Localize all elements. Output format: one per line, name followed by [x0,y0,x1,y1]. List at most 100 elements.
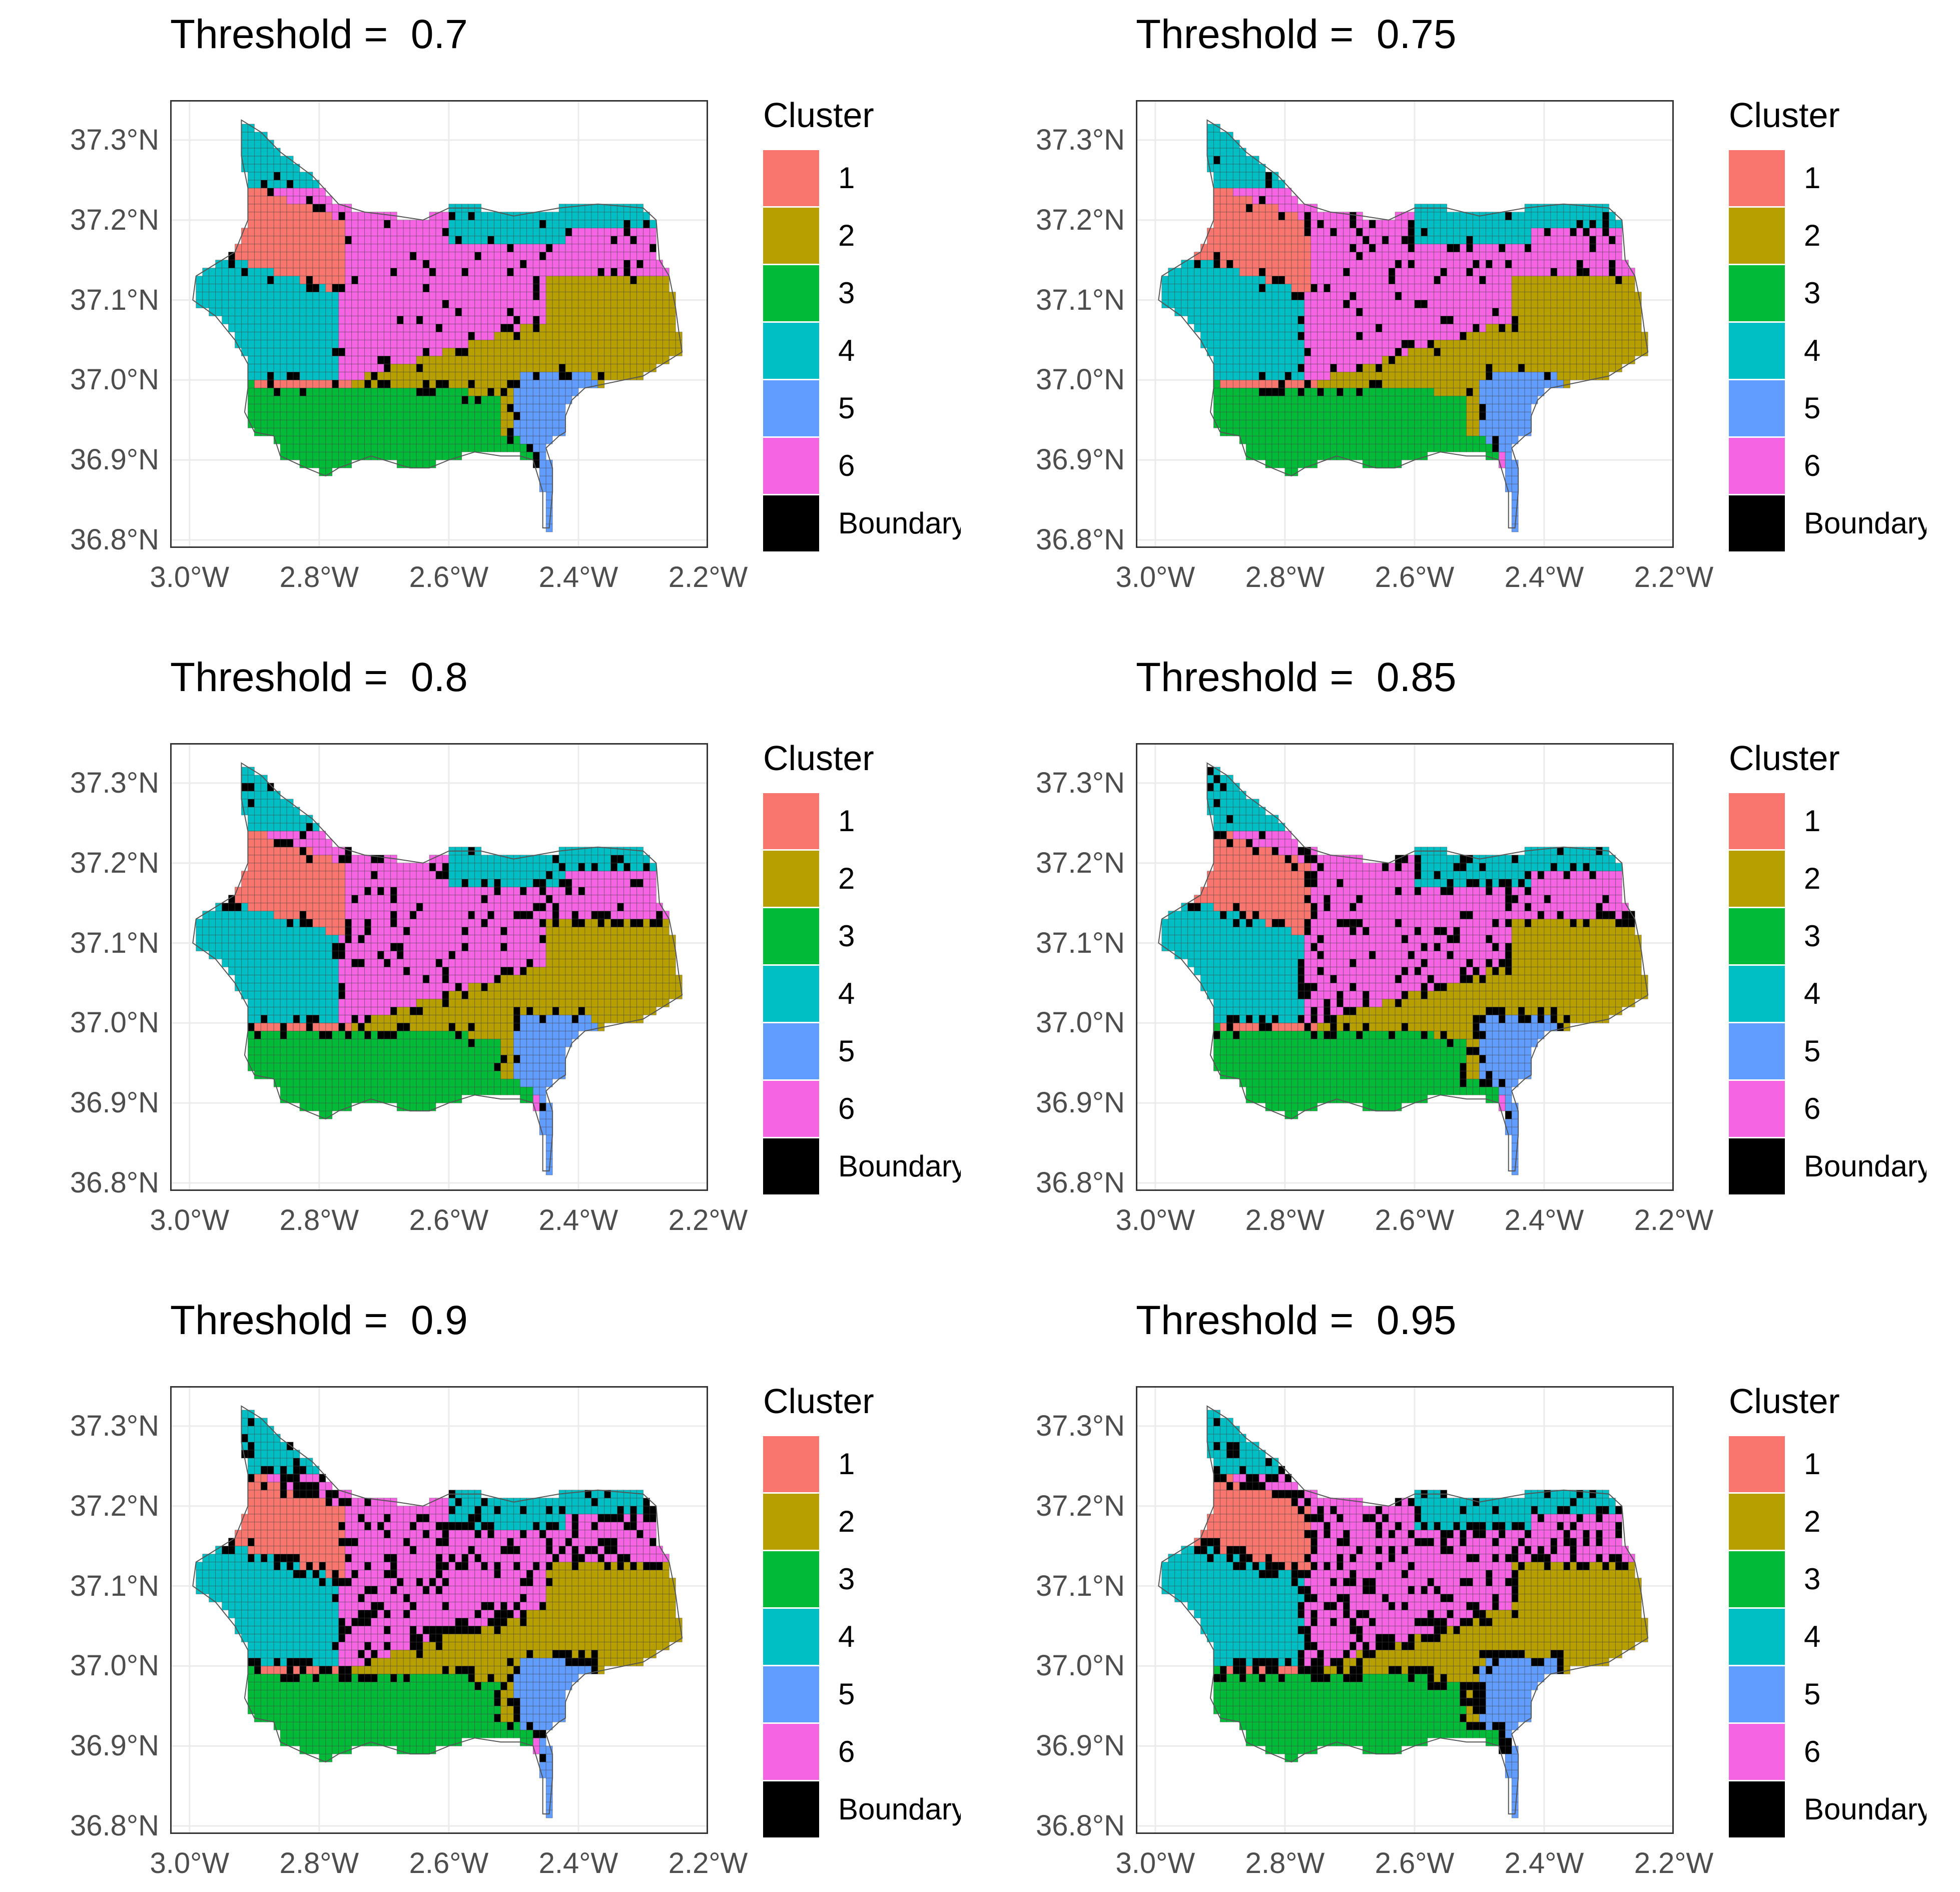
cluster-2-cell [1453,356,1460,364]
cluster-2-cell [1395,356,1402,364]
cluster-3-cell [299,419,307,428]
cluster-2-cell [617,340,624,348]
cluster-2-cell [545,348,553,356]
cluster-5-cell [539,459,546,468]
cluster-3-cell [325,403,333,412]
cluster-2-cell [1498,348,1506,356]
cluster-4-cell [1219,332,1227,340]
cluster-1-cell [293,220,300,229]
cluster-6-cell [1414,324,1422,332]
cluster-1-cell [1245,252,1253,261]
cluster-6-cell [1311,252,1318,261]
cluster-5-cell [552,419,559,428]
cluster-3-cell [325,1078,333,1087]
cluster-4-cell [1297,348,1305,356]
cluster-2-cell [623,356,630,364]
cluster-5-cell [545,475,553,484]
boundary-cell [1434,348,1441,356]
cluster-6-cell [461,252,469,261]
cluster-1-cell [260,871,268,880]
cluster-6-cell [610,244,618,253]
boundary-cell [1615,276,1622,284]
cluster-6-cell [1362,252,1370,261]
cluster-3-cell [286,387,294,396]
cluster-3-cell [390,451,397,460]
cluster-2-cell [1634,332,1642,340]
cluster-3-cell [442,419,449,428]
cluster-3-cell [1311,419,1318,428]
cluster-6-cell [565,236,572,245]
cluster-2-cell [1589,316,1596,324]
cluster-6-cell [468,260,475,269]
cluster-6-cell [1343,308,1350,316]
cluster-4-cell [260,172,268,181]
cluster-4-cell [604,220,611,229]
cluster-4-cell [286,991,294,999]
cluster-6-cell [293,196,300,205]
cluster-6-cell [1440,308,1448,316]
cluster-4-cell [1291,340,1298,348]
cluster-2-cell [617,292,624,300]
cluster-4-cell [306,999,313,1007]
cluster-4-cell [299,959,307,967]
cluster-2-cell [584,292,592,300]
cluster-4-cell [448,220,456,229]
cluster-4-cell [280,316,287,324]
cluster-1-cell [338,252,346,261]
cluster-6-cell [345,220,352,229]
cluster-6-cell [325,204,333,213]
boundary-cell [1388,276,1396,284]
cluster-4-cell [1232,340,1240,348]
cluster-4-cell [222,919,229,927]
cluster-6-cell [409,292,417,300]
cluster-6-cell [481,300,488,308]
cluster-6-cell [1596,228,1603,237]
cluster-3-cell [280,419,287,428]
cluster-4-cell [228,316,235,324]
cluster-2-cell [1485,340,1493,348]
cluster-4-cell [1518,228,1525,237]
cluster-3-cell [254,403,261,412]
cluster-4-cell [1511,220,1519,229]
cluster-6-cell [384,991,391,999]
cluster-4-cell [1258,300,1266,308]
cluster-4-cell [254,967,261,975]
cluster-4-cell [254,371,261,380]
cluster-4-cell [286,284,294,292]
cluster-1-cell [241,879,248,888]
cluster-3-cell [1356,419,1363,428]
cluster-3-cell [1271,435,1279,444]
cluster-1-cell [273,252,281,261]
cluster-3-cell [325,443,333,452]
cluster-2-cell [461,379,469,388]
cluster-1-cell [267,228,274,237]
cluster-4-cell [1537,204,1545,213]
cluster-6-cell [487,284,494,292]
cluster-4-cell [539,212,546,221]
cluster-6-cell [1350,276,1357,284]
cluster-4-cell [267,284,274,292]
cluster-3-cell [487,427,494,436]
boundary-cell [1395,348,1402,356]
cluster-6-cell [416,268,423,277]
cluster-6-cell [351,991,359,999]
cluster-4-cell [260,371,268,380]
cluster-2-cell [1427,364,1435,372]
cluster-1-cell [325,879,333,888]
cluster-6-cell [293,188,300,197]
cluster-1-cell [1226,244,1233,253]
cluster-1-cell [1304,284,1312,292]
cluster-6-cell [416,284,423,292]
cluster-1-cell [248,196,255,205]
cluster-6-cell [377,212,384,221]
cluster-3-cell [319,1070,326,1079]
cluster-2-cell [468,340,475,348]
cluster-3-cell [267,1038,274,1047]
cluster-6-cell [377,863,384,872]
cluster-6-cell [1343,276,1350,284]
cluster-4-cell [222,284,229,292]
cluster-6-cell [1317,371,1325,380]
cluster-4-cell [448,236,456,245]
cluster-4-cell [260,943,268,951]
cluster-4-cell [332,300,339,308]
